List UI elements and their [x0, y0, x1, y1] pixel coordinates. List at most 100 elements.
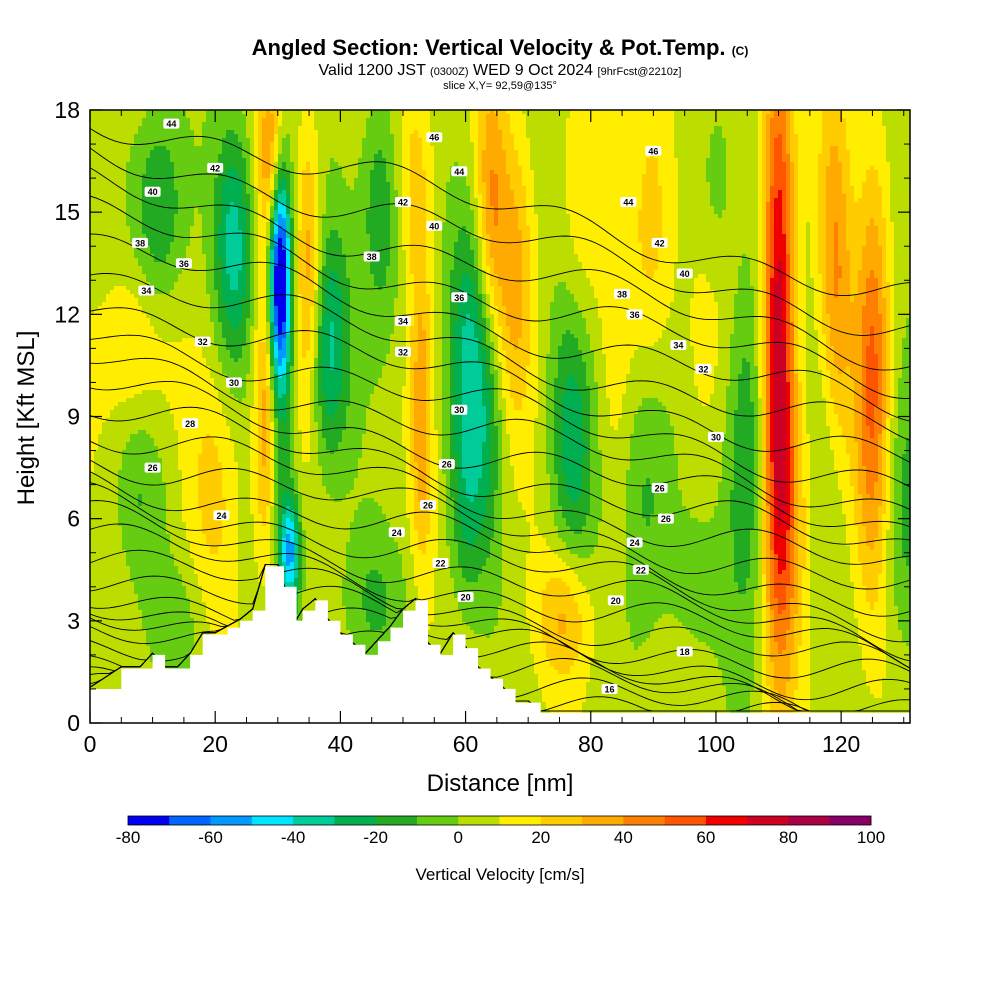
- velocity-cell: [566, 114, 571, 119]
- velocity-cell: [862, 114, 867, 119]
- velocity-cell: [158, 130, 163, 135]
- velocity-cell: [142, 126, 147, 131]
- velocity-cell: [106, 114, 111, 119]
- velocity-cell: [146, 122, 151, 127]
- velocity-cell: [822, 122, 827, 127]
- velocity-cell: [426, 122, 431, 127]
- velocity-cell: [734, 126, 739, 131]
- velocity-cell: [206, 126, 211, 131]
- velocity-cell: [706, 118, 711, 123]
- velocity-cell: [374, 122, 379, 127]
- velocity-cell: [814, 122, 819, 127]
- velocity-cell: [414, 118, 419, 123]
- velocity-cell: [682, 122, 687, 127]
- velocity-cell: [742, 122, 747, 127]
- velocity-cell: [466, 126, 471, 131]
- velocity-cell: [806, 126, 811, 131]
- velocity-cell: [710, 126, 715, 131]
- velocity-cell: [326, 126, 331, 131]
- velocity-cell: [458, 118, 463, 123]
- velocity-cell: [730, 126, 735, 131]
- velocity-cell: [382, 114, 387, 119]
- velocity-cell: [658, 122, 663, 127]
- velocity-cell: [278, 130, 283, 135]
- velocity-cell: [786, 122, 791, 127]
- velocity-cell: [526, 122, 531, 127]
- velocity-cell: [714, 126, 719, 131]
- velocity-cell: [654, 122, 659, 127]
- velocity-cell: [830, 122, 835, 127]
- velocity-cell: [362, 114, 367, 119]
- velocity-cell: [810, 126, 815, 131]
- velocity-cell: [314, 122, 319, 127]
- velocity-cell: [350, 114, 355, 119]
- velocity-cell: [206, 130, 211, 135]
- velocity-cell: [854, 118, 859, 123]
- velocity-cell: [578, 118, 583, 123]
- velocity-cell: [858, 118, 863, 123]
- velocity-cell: [442, 126, 447, 131]
- velocity-cell: [610, 114, 615, 119]
- velocity-cell: [894, 114, 899, 119]
- velocity-cell: [694, 118, 699, 123]
- velocity-cell: [850, 126, 855, 131]
- velocity-cell: [198, 122, 203, 127]
- velocity-cell: [282, 122, 287, 127]
- velocity-cell: [418, 114, 423, 119]
- velocity-cell: [538, 118, 543, 123]
- velocity-cell: [842, 122, 847, 127]
- velocity-cell: [546, 114, 551, 119]
- velocity-cell: [662, 122, 667, 127]
- velocity-cell: [722, 114, 727, 119]
- velocity-cell: [274, 126, 279, 131]
- velocity-cell: [102, 126, 107, 131]
- velocity-cell: [786, 114, 791, 119]
- velocity-cell: [710, 118, 715, 123]
- velocity-cell: [158, 114, 163, 119]
- velocity-cell: [554, 118, 559, 123]
- velocity-cell: [878, 122, 883, 127]
- velocity-cell: [438, 122, 443, 127]
- velocity-cell: [94, 118, 99, 123]
- velocity-cell: [790, 126, 795, 131]
- velocity-cell: [514, 126, 519, 131]
- velocity-cell: [386, 114, 391, 119]
- velocity-cell: [270, 122, 275, 127]
- velocity-cell: [246, 126, 251, 131]
- velocity-cell: [466, 118, 471, 123]
- velocity-cell: [570, 114, 575, 119]
- velocity-cell: [374, 118, 379, 123]
- velocity-cell: [838, 114, 843, 119]
- velocity-cell: [214, 130, 219, 135]
- velocity-cell: [222, 122, 227, 127]
- velocity-cell: [230, 114, 235, 119]
- velocity-cell: [866, 122, 871, 127]
- velocity-cell: [106, 122, 111, 127]
- velocity-cell: [258, 122, 263, 127]
- velocity-cell: [514, 114, 519, 119]
- velocity-cell: [754, 126, 759, 131]
- velocity-cell: [494, 126, 499, 131]
- velocity-cell: [586, 126, 591, 131]
- velocity-cell: [138, 118, 143, 123]
- velocity-cell: [902, 118, 907, 123]
- velocity-cell: [322, 118, 327, 123]
- velocity-cell: [534, 126, 539, 131]
- velocity-cell: [94, 126, 99, 131]
- velocity-cell: [730, 122, 735, 127]
- velocity-cell: [562, 118, 567, 123]
- velocity-cell: [502, 122, 507, 127]
- velocity-cell: [682, 126, 687, 131]
- velocity-cell: [98, 118, 103, 123]
- velocity-cell: [194, 118, 199, 123]
- velocity-cell: [238, 122, 243, 127]
- velocity-cell: [282, 130, 287, 135]
- velocity-cell: [654, 118, 659, 123]
- velocity-cell: [594, 114, 599, 119]
- velocity-cell: [702, 118, 707, 123]
- velocity-cell: [410, 114, 415, 119]
- velocity-cell: [546, 118, 551, 123]
- velocity-cell: [542, 122, 547, 127]
- velocity-cell: [114, 126, 119, 131]
- velocity-cell: [598, 114, 603, 119]
